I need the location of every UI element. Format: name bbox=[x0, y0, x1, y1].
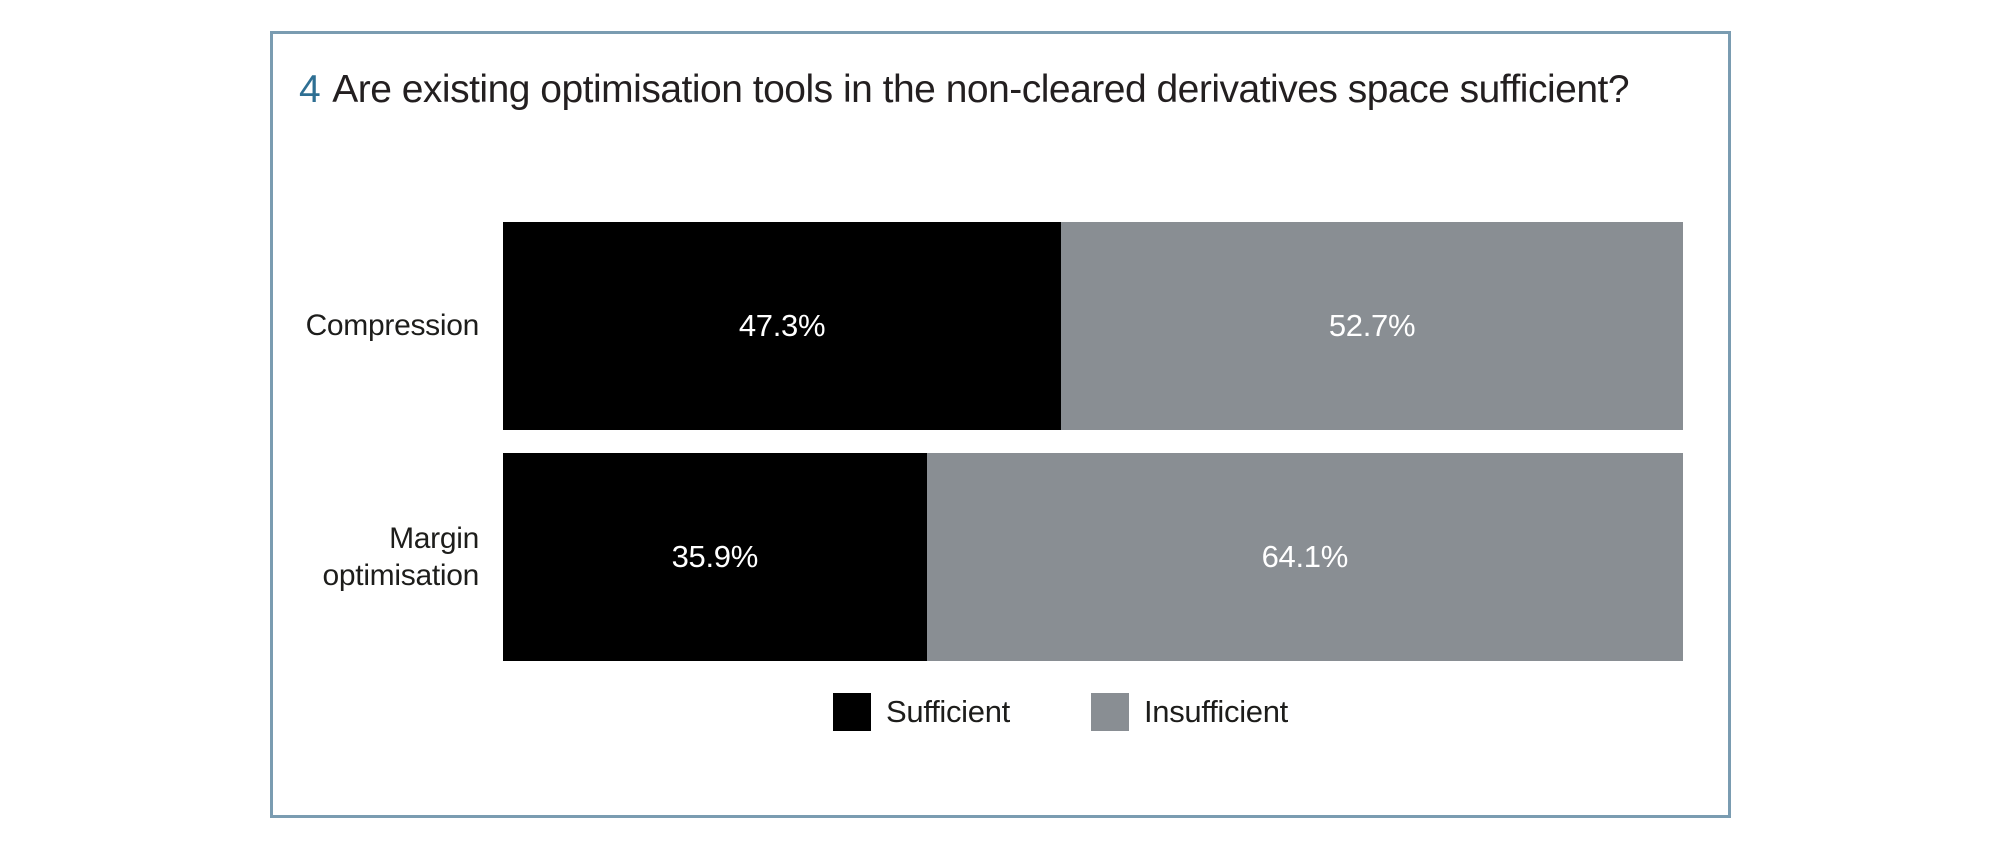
legend-label-insufficient: Insufficient bbox=[1143, 694, 1288, 729]
legend-label-sufficient: Sufficient bbox=[886, 694, 1010, 729]
value-label: 64.1% bbox=[1261, 539, 1349, 574]
bar-segment-insufficient: 52.7% bbox=[1061, 222, 1683, 430]
bar-segment-sufficient: 47.3% bbox=[503, 222, 1062, 430]
legend-swatch-insufficient bbox=[1090, 693, 1129, 731]
bar-compression: 47.3% 52.7% bbox=[503, 222, 1683, 430]
legend-item-sufficient: Sufficient bbox=[833, 693, 1010, 731]
figure-title: 4 Are existing optimisation tools in the … bbox=[299, 68, 1699, 113]
value-label: 47.3% bbox=[738, 308, 826, 343]
bar-segment-insufficient: 64.1% bbox=[926, 453, 1683, 661]
bar-row-margin-optimisation: Margin optimisation 35.9% 64.1% bbox=[273, 453, 1683, 661]
figure-panel: 4 Are existing optimisation tools in the … bbox=[270, 31, 1731, 818]
legend-swatch-sufficient bbox=[833, 693, 871, 731]
legend: Sufficient Insufficient bbox=[833, 693, 1288, 731]
figure-number: 4 bbox=[299, 68, 321, 111]
figure-title-text: Are existing optimisation tools in the n… bbox=[332, 68, 1630, 111]
bar-row-compression: Compression 47.3% 52.7% bbox=[273, 222, 1683, 430]
category-label-margin-optimisation: Margin optimisation bbox=[322, 521, 480, 593]
value-label: 52.7% bbox=[1328, 308, 1416, 343]
value-label: 35.9% bbox=[671, 539, 759, 574]
bar-segment-sufficient: 35.9% bbox=[503, 453, 927, 661]
category-label-compression: Compression bbox=[305, 309, 480, 343]
bar-margin-optimisation: 35.9% 64.1% bbox=[503, 453, 1683, 661]
legend-item-insufficient: Insufficient bbox=[1090, 693, 1288, 731]
